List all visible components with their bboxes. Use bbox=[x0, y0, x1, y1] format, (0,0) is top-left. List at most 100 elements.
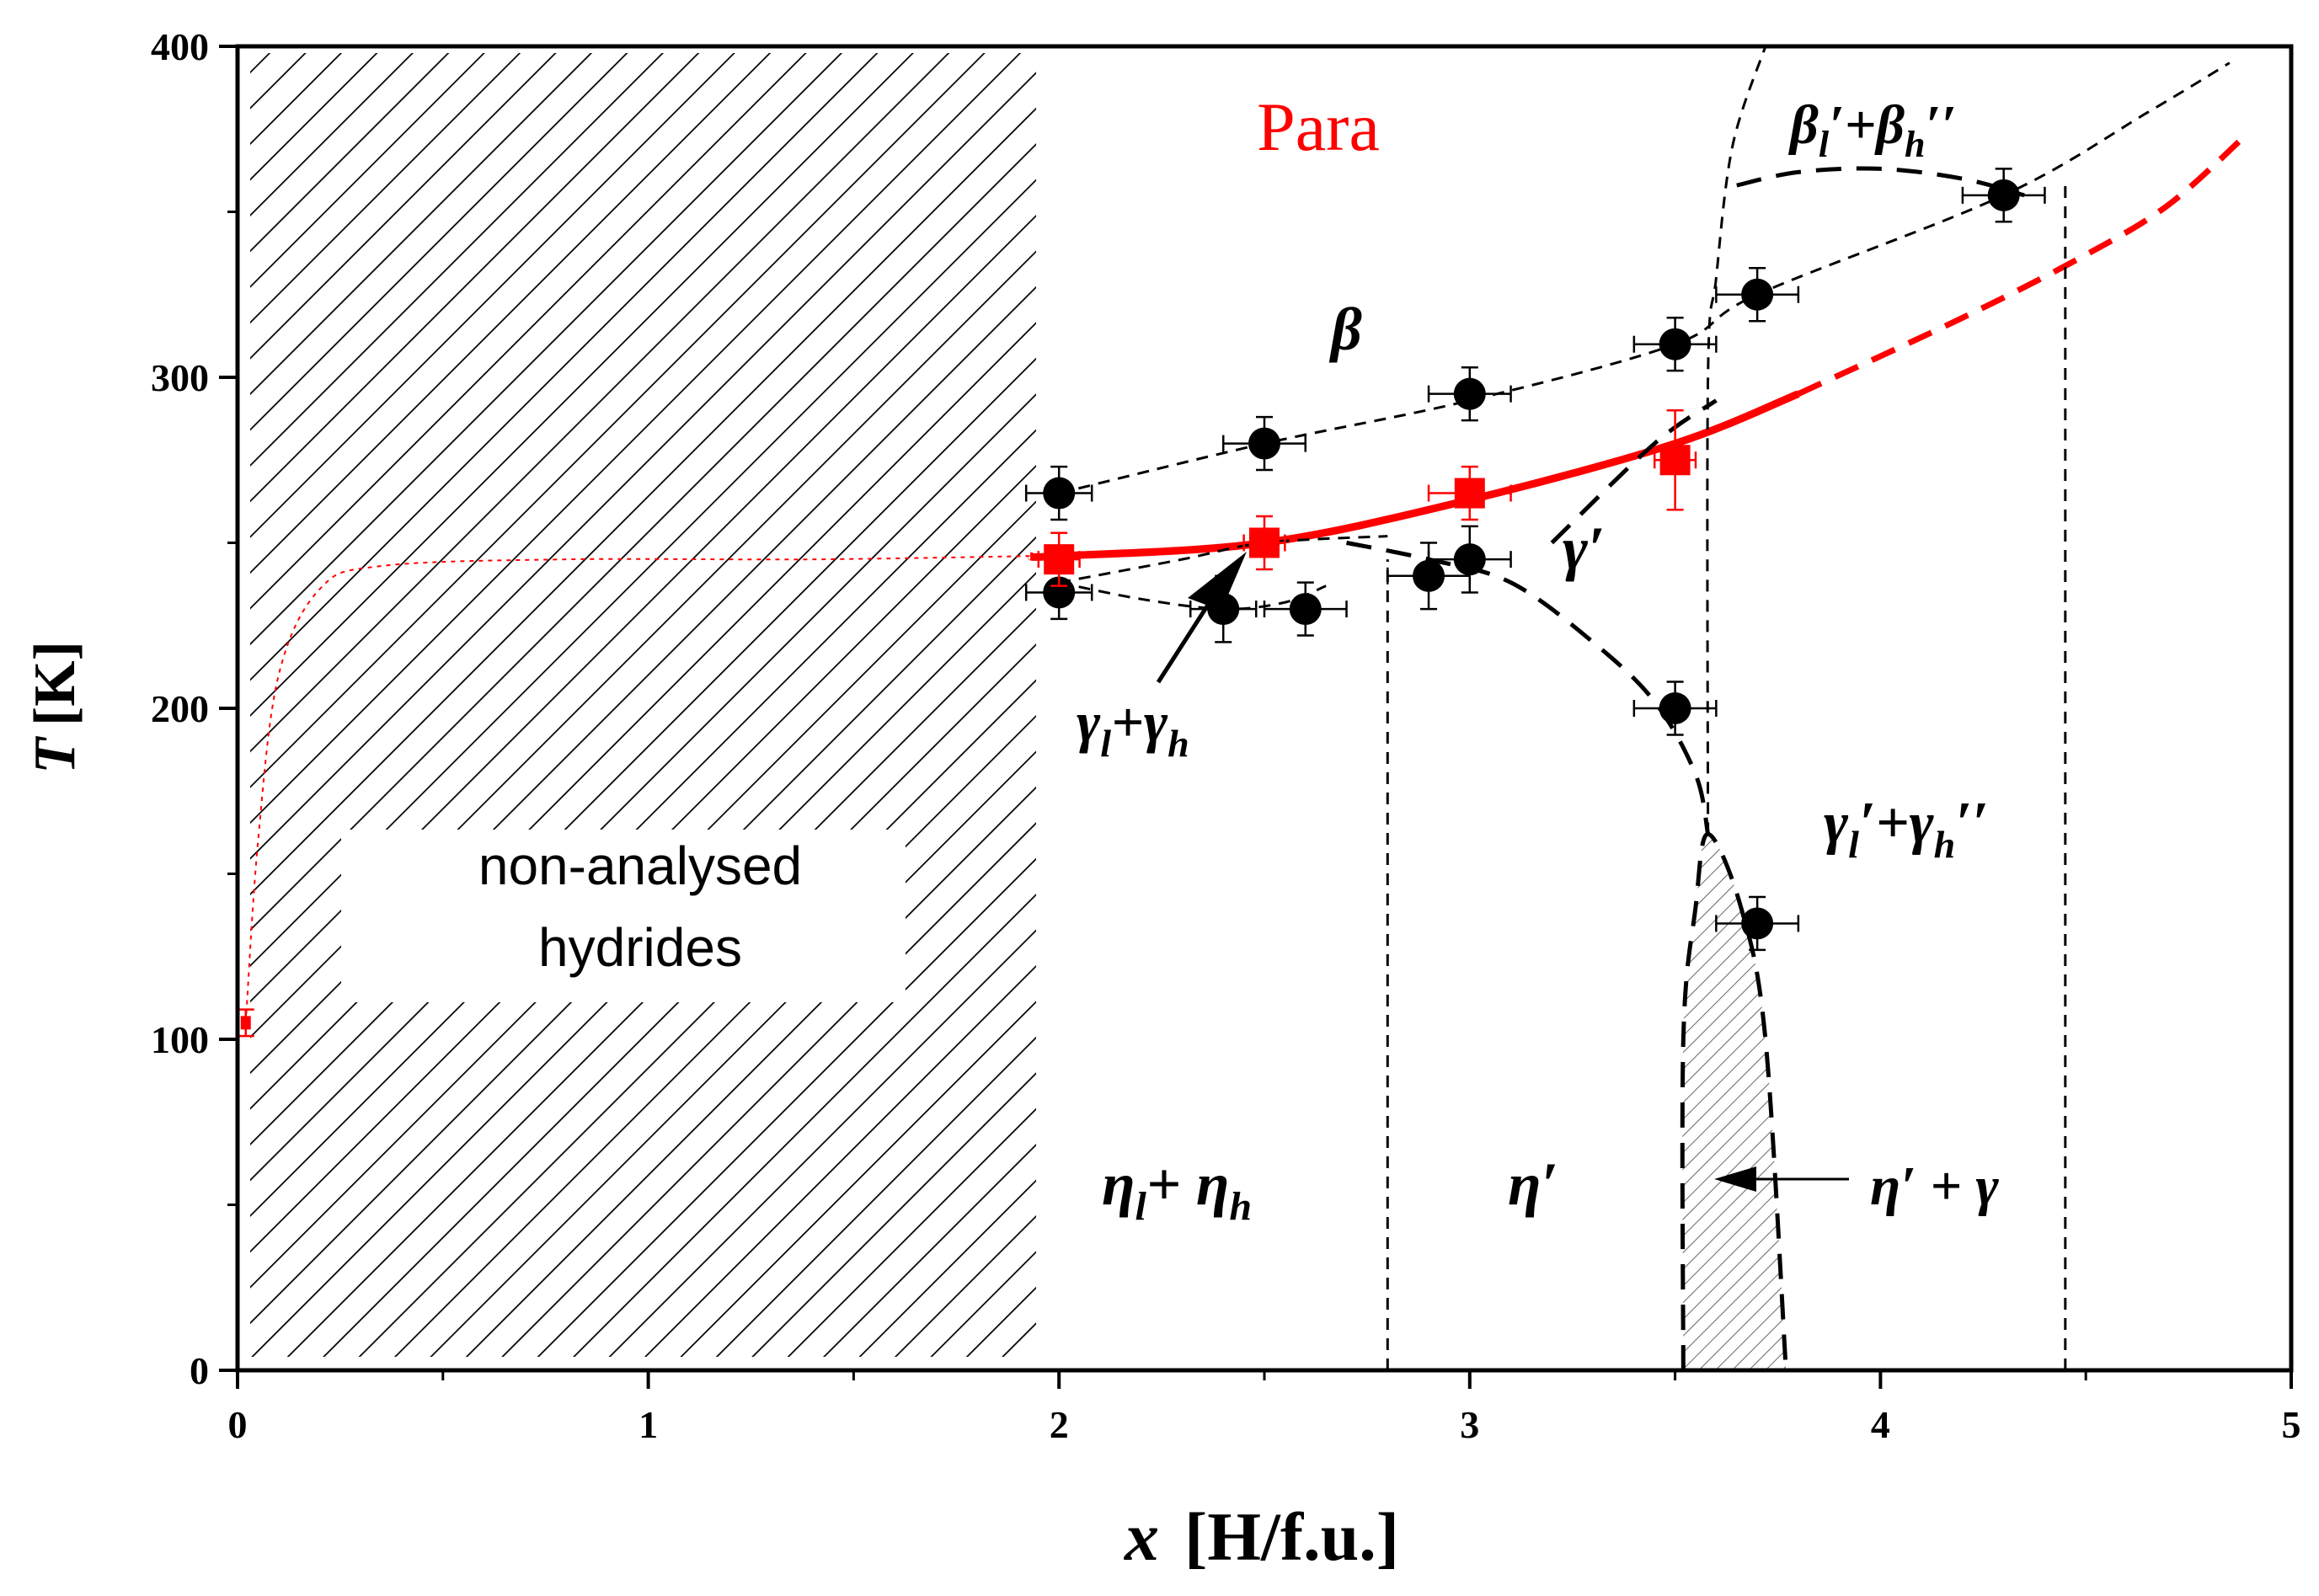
square-point-0 bbox=[237, 1008, 254, 1038]
circle-point-11 bbox=[1715, 895, 1800, 952]
square-point-4 bbox=[1653, 409, 1697, 511]
circle-marker bbox=[1453, 543, 1486, 576]
curve-eta-gamma-boundary bbox=[1680, 831, 1788, 1370]
data-points bbox=[237, 168, 2046, 1038]
curve-vertical-3.58 bbox=[1706, 46, 1767, 835]
gp-e: ′′ bbox=[1955, 791, 1988, 856]
em-s1: l bbox=[1135, 1184, 1147, 1229]
gamma-prime-mix-label: γl′+γh′′ bbox=[1824, 791, 1989, 866]
beta-prime-mix-label: βl′+βh′′ bbox=[1787, 94, 1957, 165]
eta-gamma-arrowhead bbox=[1714, 1166, 1756, 1192]
square-marker bbox=[240, 1016, 251, 1030]
circle-point-0 bbox=[1024, 465, 1093, 521]
curve-beta-prime-cap bbox=[1736, 166, 2025, 198]
axis-ticks bbox=[219, 45, 2293, 1389]
x-tick-label: 4 bbox=[1871, 1403, 1890, 1446]
square-point-3 bbox=[1427, 465, 1512, 521]
y-axis-title: T [K] bbox=[23, 641, 88, 774]
square-marker bbox=[1454, 478, 1485, 509]
bp-e: ′′ bbox=[1926, 94, 1957, 156]
em-p: + bbox=[1146, 1150, 1196, 1218]
y-tick-label: 0 bbox=[190, 1349, 209, 1392]
gp-s1: l bbox=[1848, 823, 1859, 866]
x-axis-unit: [H/f.u.] bbox=[1184, 1498, 1399, 1575]
square-marker bbox=[1249, 527, 1280, 558]
curve-red-fit-dashed bbox=[1797, 136, 2244, 397]
x-tick-label: 3 bbox=[1460, 1403, 1479, 1446]
y-axis-var: T bbox=[23, 735, 88, 774]
square-point-2 bbox=[1242, 515, 1286, 571]
curve-gamma-prime-dome bbox=[1346, 541, 1711, 835]
bp-s1: l bbox=[1819, 124, 1830, 165]
circle-marker bbox=[1659, 328, 1691, 360]
circle-point-4 bbox=[1263, 581, 1348, 637]
gamma-mix-arrowhead bbox=[1188, 552, 1247, 611]
em-b2: η bbox=[1196, 1150, 1230, 1218]
gm-s1: l bbox=[1100, 722, 1111, 765]
bp-b1: β bbox=[1787, 94, 1819, 156]
beta-label: β bbox=[1328, 296, 1362, 363]
gp-b1: γ bbox=[1824, 791, 1849, 856]
circle-point-7 bbox=[1427, 366, 1512, 422]
circle-point-9 bbox=[1632, 681, 1718, 736]
circle-marker bbox=[1248, 427, 1280, 460]
y-axis-unit: [K] bbox=[23, 641, 88, 726]
curve-red-fit-solid bbox=[1027, 390, 1800, 561]
gp-b2: γ bbox=[1909, 791, 1934, 856]
square-marker bbox=[1659, 445, 1691, 476]
para-label: Para bbox=[1257, 88, 1380, 165]
gamma-mix-arrow-line bbox=[1156, 598, 1214, 684]
circle-marker bbox=[1453, 377, 1486, 410]
circle-marker bbox=[1987, 179, 2020, 211]
gp-s2: h bbox=[1934, 823, 1956, 866]
circle-marker bbox=[1741, 907, 1774, 940]
non-analysed-label-box bbox=[341, 830, 906, 1002]
circle-point-3 bbox=[1221, 415, 1307, 472]
y-tick-label: 400 bbox=[151, 25, 209, 68]
circle-marker bbox=[1413, 559, 1445, 592]
em-s2: h bbox=[1229, 1184, 1252, 1229]
square-marker bbox=[1044, 544, 1075, 575]
x-tick-label: 5 bbox=[2282, 1403, 2301, 1446]
y-tick-label: 300 bbox=[151, 356, 209, 399]
circle-point-8 bbox=[1632, 317, 1718, 372]
annotation-arrows bbox=[1156, 552, 1849, 1192]
y-tick-label: 200 bbox=[151, 687, 209, 730]
circle-marker bbox=[1289, 593, 1322, 626]
circle-point-10 bbox=[1715, 267, 1800, 323]
circle-marker bbox=[1659, 692, 1691, 724]
eta-gamma-region bbox=[1682, 834, 1787, 1370]
non-analysed-region bbox=[250, 53, 1036, 1357]
circle-point-6 bbox=[1427, 525, 1512, 594]
square-point-1 bbox=[1037, 531, 1081, 587]
curve-gamma-mixed-upper bbox=[1058, 535, 1388, 584]
em-b1: η bbox=[1102, 1150, 1135, 1218]
y-tick-label: 100 bbox=[151, 1018, 209, 1061]
curve-red-dotted-low bbox=[244, 555, 1031, 1023]
bp-m: ′+ bbox=[1829, 94, 1876, 156]
curve-beta-boundary bbox=[1058, 61, 2231, 495]
circle-marker bbox=[1043, 576, 1076, 609]
gm-p: + bbox=[1111, 690, 1144, 754]
gp-m: ′+ bbox=[1859, 791, 1910, 856]
x-tick-label: 0 bbox=[228, 1403, 248, 1446]
x-axis-var: x bbox=[1124, 1498, 1159, 1575]
eta-gamma-label: η′ + γ bbox=[1870, 1156, 1999, 1217]
x-tick-label: 2 bbox=[1050, 1403, 1069, 1446]
eta-prime-label: η′ bbox=[1508, 1150, 1558, 1218]
gm-b1: γ bbox=[1077, 690, 1101, 754]
gm-b2: γ bbox=[1144, 690, 1168, 754]
bp-b2: β bbox=[1873, 94, 1905, 156]
eta-mix-label: ηl+ ηh bbox=[1102, 1150, 1252, 1229]
gm-s2: h bbox=[1168, 722, 1189, 765]
gamma-prime-label: γ′ bbox=[1563, 515, 1605, 582]
circle-marker bbox=[1043, 477, 1076, 510]
non-analysed-line1: non-analysed bbox=[478, 835, 802, 896]
bp-s2: h bbox=[1905, 124, 1925, 165]
curve-gamma-prime-right bbox=[1550, 398, 1718, 545]
circle-point-12 bbox=[1961, 168, 2046, 223]
axis-tick-labels: 0 1 2 3 4 5 0 100 200 300 400 bbox=[151, 25, 2301, 1446]
x-axis-title: x [H/f.u.] bbox=[1124, 1498, 1399, 1575]
gamma-mix-label: γl+γh bbox=[1077, 690, 1189, 765]
